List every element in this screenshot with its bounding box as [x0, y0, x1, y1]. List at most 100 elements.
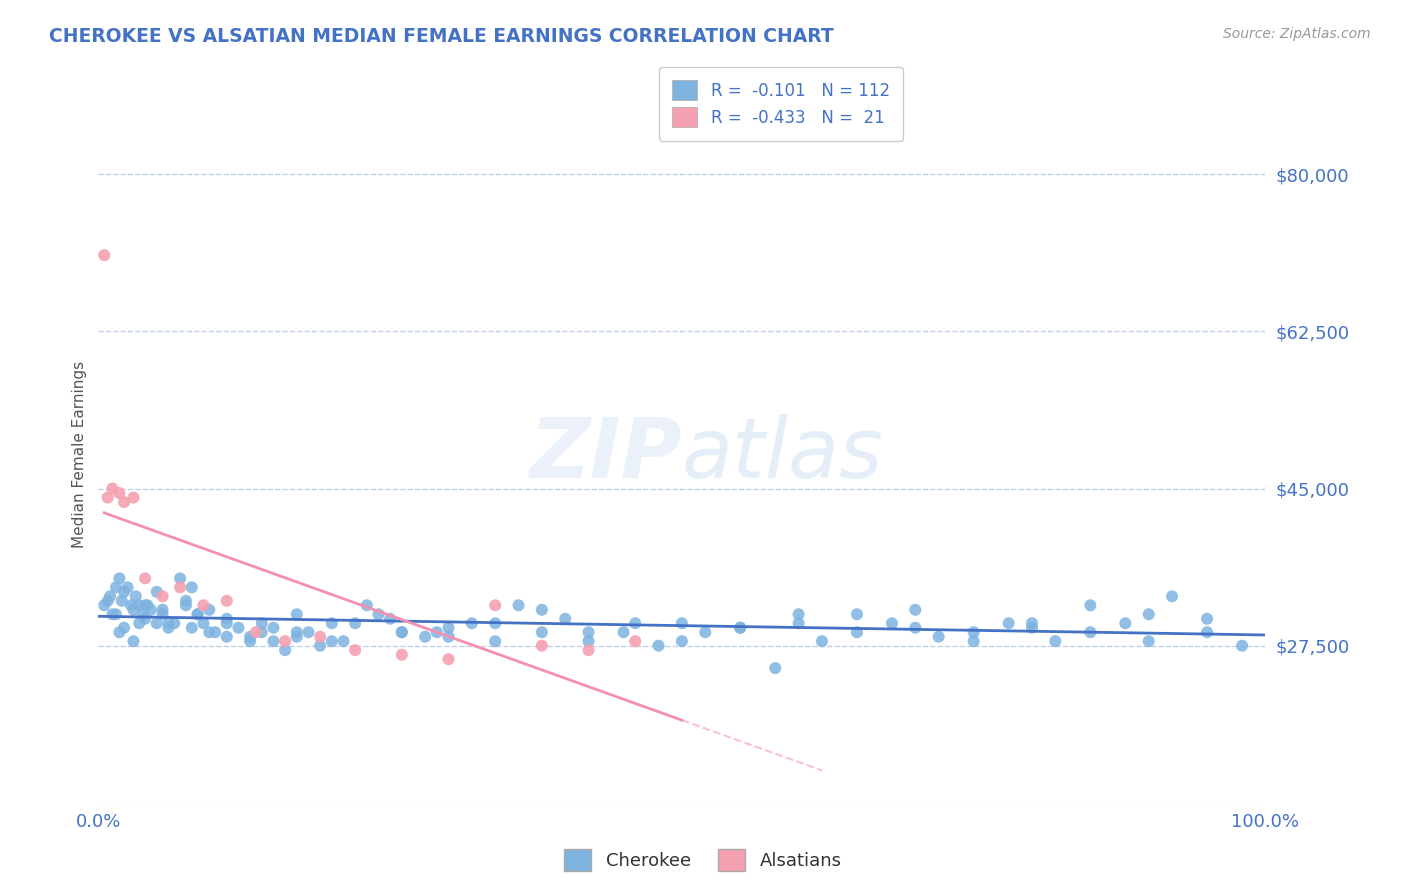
- Point: [134, 571, 156, 585]
- Point: [204, 625, 226, 640]
- Point: [146, 616, 169, 631]
- Point: [228, 621, 250, 635]
- Point: [97, 594, 120, 608]
- Point: [1161, 590, 1184, 604]
- Point: [101, 607, 124, 622]
- Point: [262, 634, 284, 648]
- Point: [97, 491, 120, 505]
- Point: [245, 625, 267, 640]
- Point: [180, 621, 202, 635]
- Point: [174, 594, 197, 608]
- Text: atlas: atlas: [682, 415, 883, 495]
- Point: [93, 599, 115, 613]
- Point: [484, 599, 506, 613]
- Point: [163, 616, 186, 631]
- Point: [132, 607, 155, 622]
- Point: [730, 621, 752, 635]
- Point: [962, 634, 984, 648]
- Point: [997, 616, 1019, 631]
- Point: [1045, 634, 1067, 648]
- Point: [962, 625, 984, 640]
- Point: [146, 584, 169, 599]
- Y-axis label: Median Female Earnings: Median Female Earnings: [72, 361, 87, 549]
- Point: [112, 621, 135, 635]
- Point: [613, 625, 636, 640]
- Point: [1080, 599, 1102, 613]
- Point: [624, 634, 647, 648]
- Point: [239, 630, 262, 644]
- Point: [215, 612, 238, 626]
- Point: [101, 482, 124, 496]
- Point: [122, 603, 145, 617]
- Point: [239, 634, 262, 648]
- Point: [122, 491, 145, 505]
- Point: [391, 625, 413, 640]
- Point: [647, 639, 669, 653]
- Point: [134, 599, 156, 613]
- Point: [437, 652, 460, 666]
- Point: [108, 486, 131, 500]
- Legend: Cherokee, Alsatians: Cherokee, Alsatians: [557, 842, 849, 879]
- Point: [671, 634, 693, 648]
- Point: [426, 625, 449, 640]
- Point: [846, 607, 869, 622]
- Point: [285, 625, 308, 640]
- Point: [169, 571, 191, 585]
- Point: [134, 612, 156, 626]
- Point: [1021, 616, 1043, 631]
- Point: [461, 616, 484, 631]
- Point: [157, 621, 180, 635]
- Point: [285, 630, 308, 644]
- Point: [120, 599, 142, 613]
- Point: [554, 612, 576, 626]
- Point: [309, 630, 332, 644]
- Point: [391, 648, 413, 662]
- Point: [198, 625, 221, 640]
- Point: [169, 580, 191, 594]
- Point: [332, 634, 354, 648]
- Point: [187, 607, 209, 622]
- Point: [193, 599, 215, 613]
- Point: [1080, 625, 1102, 640]
- Point: [344, 616, 367, 631]
- Point: [763, 661, 786, 675]
- Point: [215, 630, 238, 644]
- Legend: R =  -0.101   N = 112, R =  -0.433   N =  21: R = -0.101 N = 112, R = -0.433 N = 21: [659, 67, 903, 141]
- Point: [104, 580, 127, 594]
- Point: [152, 607, 174, 622]
- Point: [391, 625, 413, 640]
- Point: [356, 599, 378, 613]
- Point: [484, 616, 506, 631]
- Point: [1195, 625, 1218, 640]
- Point: [180, 580, 202, 594]
- Point: [413, 630, 436, 644]
- Point: [262, 621, 284, 635]
- Point: [578, 634, 600, 648]
- Point: [285, 607, 308, 622]
- Text: Source: ZipAtlas.com: Source: ZipAtlas.com: [1223, 27, 1371, 41]
- Point: [380, 612, 402, 626]
- Point: [274, 634, 297, 648]
- Point: [928, 630, 950, 644]
- Point: [1137, 607, 1160, 622]
- Point: [93, 248, 115, 262]
- Point: [98, 590, 121, 604]
- Point: [117, 580, 139, 594]
- Point: [215, 594, 238, 608]
- Point: [125, 590, 148, 604]
- Point: [193, 616, 215, 631]
- Point: [880, 616, 903, 631]
- Point: [787, 607, 810, 622]
- Point: [578, 643, 600, 657]
- Point: [250, 625, 273, 640]
- Point: [104, 607, 127, 622]
- Point: [112, 584, 135, 599]
- Point: [297, 625, 319, 640]
- Point: [846, 625, 869, 640]
- Point: [274, 643, 297, 657]
- Point: [157, 616, 180, 631]
- Point: [321, 616, 343, 631]
- Point: [530, 639, 553, 653]
- Point: [811, 634, 834, 648]
- Point: [215, 616, 238, 631]
